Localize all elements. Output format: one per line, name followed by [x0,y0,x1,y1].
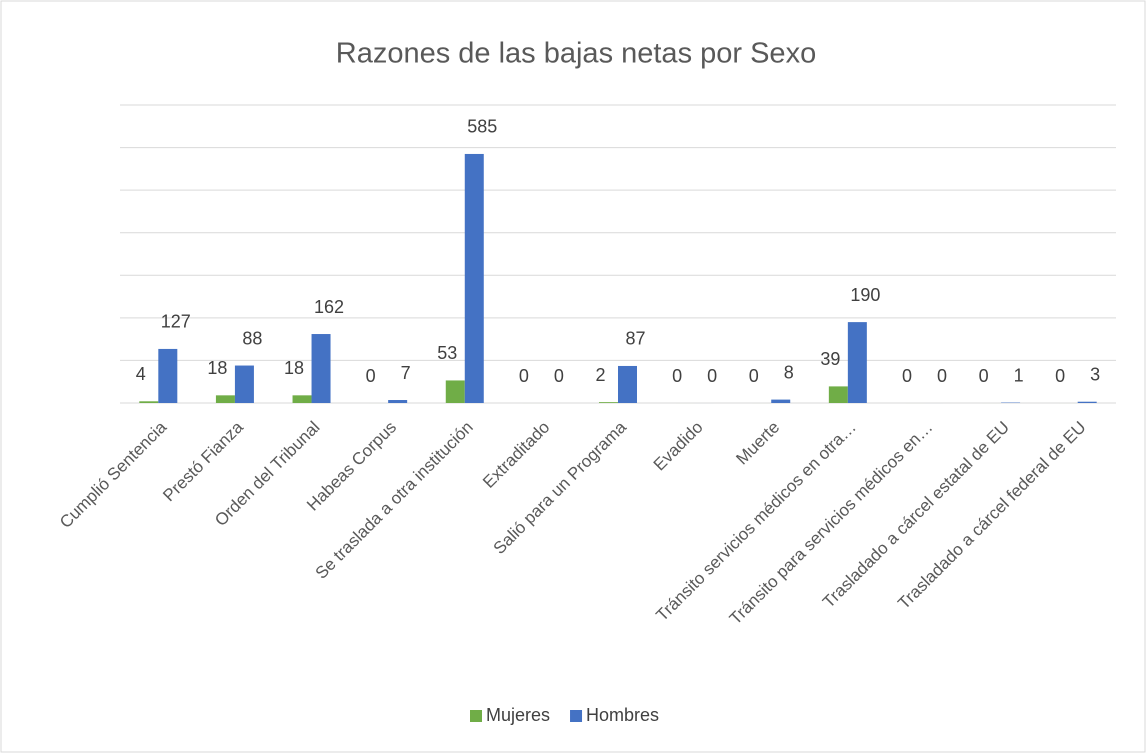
data-label: 8 [784,362,794,382]
data-label: 0 [979,366,989,386]
data-label: 0 [519,366,529,386]
bar [771,399,791,403]
data-label: 53 [437,343,457,363]
data-label: 2 [595,365,605,385]
data-label: 190 [850,285,880,305]
bar [292,395,312,403]
data-label: 4 [136,364,146,384]
data-label: 0 [366,366,376,386]
bar [311,334,331,403]
data-label: 18 [284,358,304,378]
data-label: 3 [1090,364,1100,384]
bar [445,380,465,403]
bar [139,401,159,403]
legend-swatch [470,710,482,722]
data-label: 0 [937,366,947,386]
bar [388,400,408,403]
bar [599,402,618,403]
data-label: 0 [749,366,759,386]
legend-label: Hombres [586,705,659,725]
data-label: 0 [902,366,912,386]
bar [215,395,235,403]
bar [828,386,848,403]
data-label: 88 [242,328,262,348]
data-label: 127 [161,312,191,332]
bar [1077,401,1097,403]
data-label: 7 [401,363,411,383]
data-label: 1 [1014,365,1024,385]
data-label: 162 [314,297,344,317]
data-label: 0 [707,366,717,386]
data-label: 0 [554,366,564,386]
legend-swatch [570,710,583,722]
bar [847,322,867,403]
data-label: 87 [625,329,645,349]
data-label: 18 [207,358,227,378]
data-label: 585 [467,117,497,137]
legend-label: Mujeres [486,705,550,725]
bar [234,365,254,403]
bar [158,348,178,403]
data-label: 0 [672,366,682,386]
bar [618,365,637,403]
data-label: 0 [1055,366,1065,386]
chart-title: Razones de las bajas netas por Sexo [336,38,816,70]
data-label: 39 [820,349,840,369]
bar [464,153,484,403]
